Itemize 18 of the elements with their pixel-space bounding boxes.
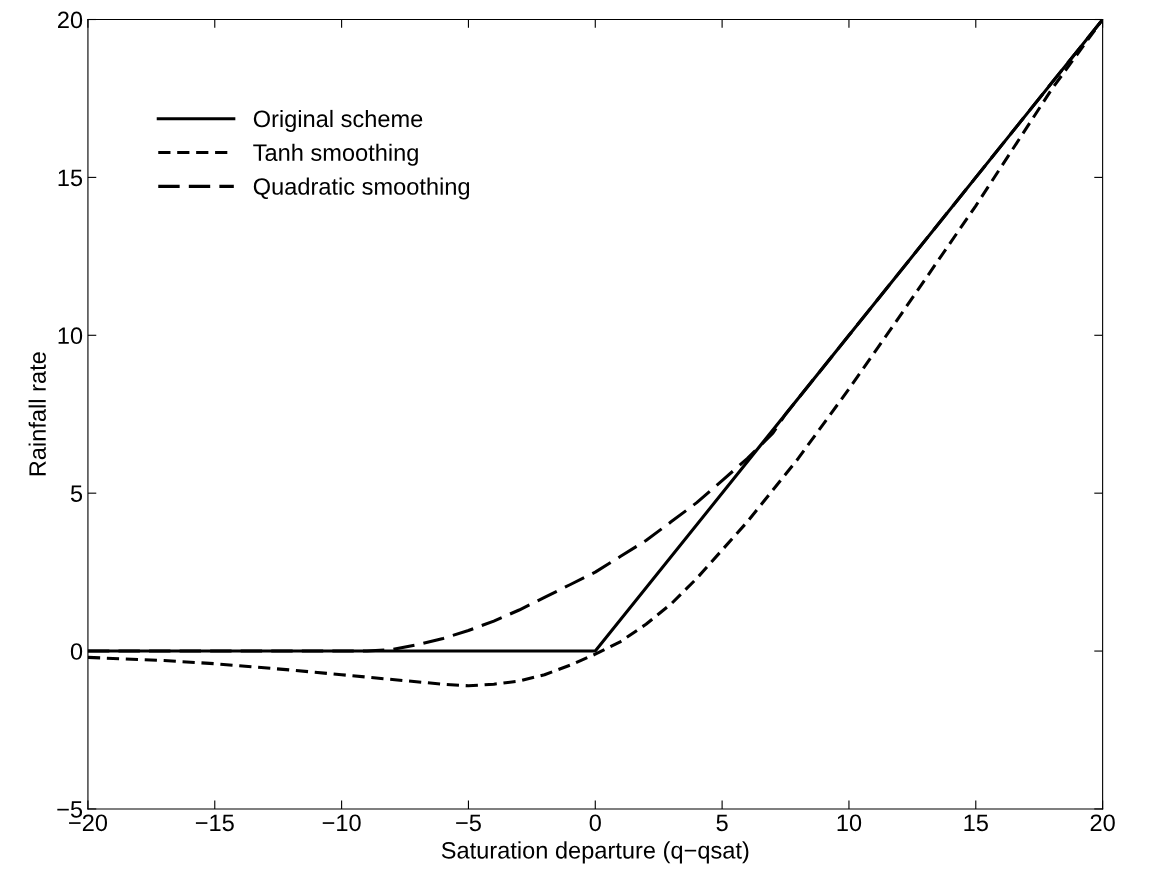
y-tick-label: 10 — [58, 327, 83, 345]
x-tick-label: 0 — [589, 814, 601, 832]
y-tick-label: 5 — [70, 485, 83, 502]
legend-label: Tanh smoothing — [253, 143, 418, 166]
y-axis-title: Rainfall rate — [28, 352, 46, 476]
x-tick-label: 15 — [964, 814, 988, 832]
x-tick-label: −10 — [322, 814, 361, 832]
x-tick-label: 5 — [716, 814, 728, 832]
x-tick-label: 10 — [837, 814, 862, 832]
x-tick-label: −5 — [456, 814, 481, 832]
x-tick-label: 20 — [1090, 814, 1115, 832]
y-tick-label: 20 — [58, 11, 83, 29]
y-tick-label: 15 — [58, 169, 83, 187]
legend-label: Original scheme — [253, 109, 423, 132]
legend-label: Quadratic smoothing — [253, 177, 470, 200]
x-axis-title: Saturation departure (q−qsat) — [441, 841, 749, 864]
x-tick-label: −15 — [195, 814, 234, 832]
y-tick-label: 0 — [70, 643, 83, 660]
